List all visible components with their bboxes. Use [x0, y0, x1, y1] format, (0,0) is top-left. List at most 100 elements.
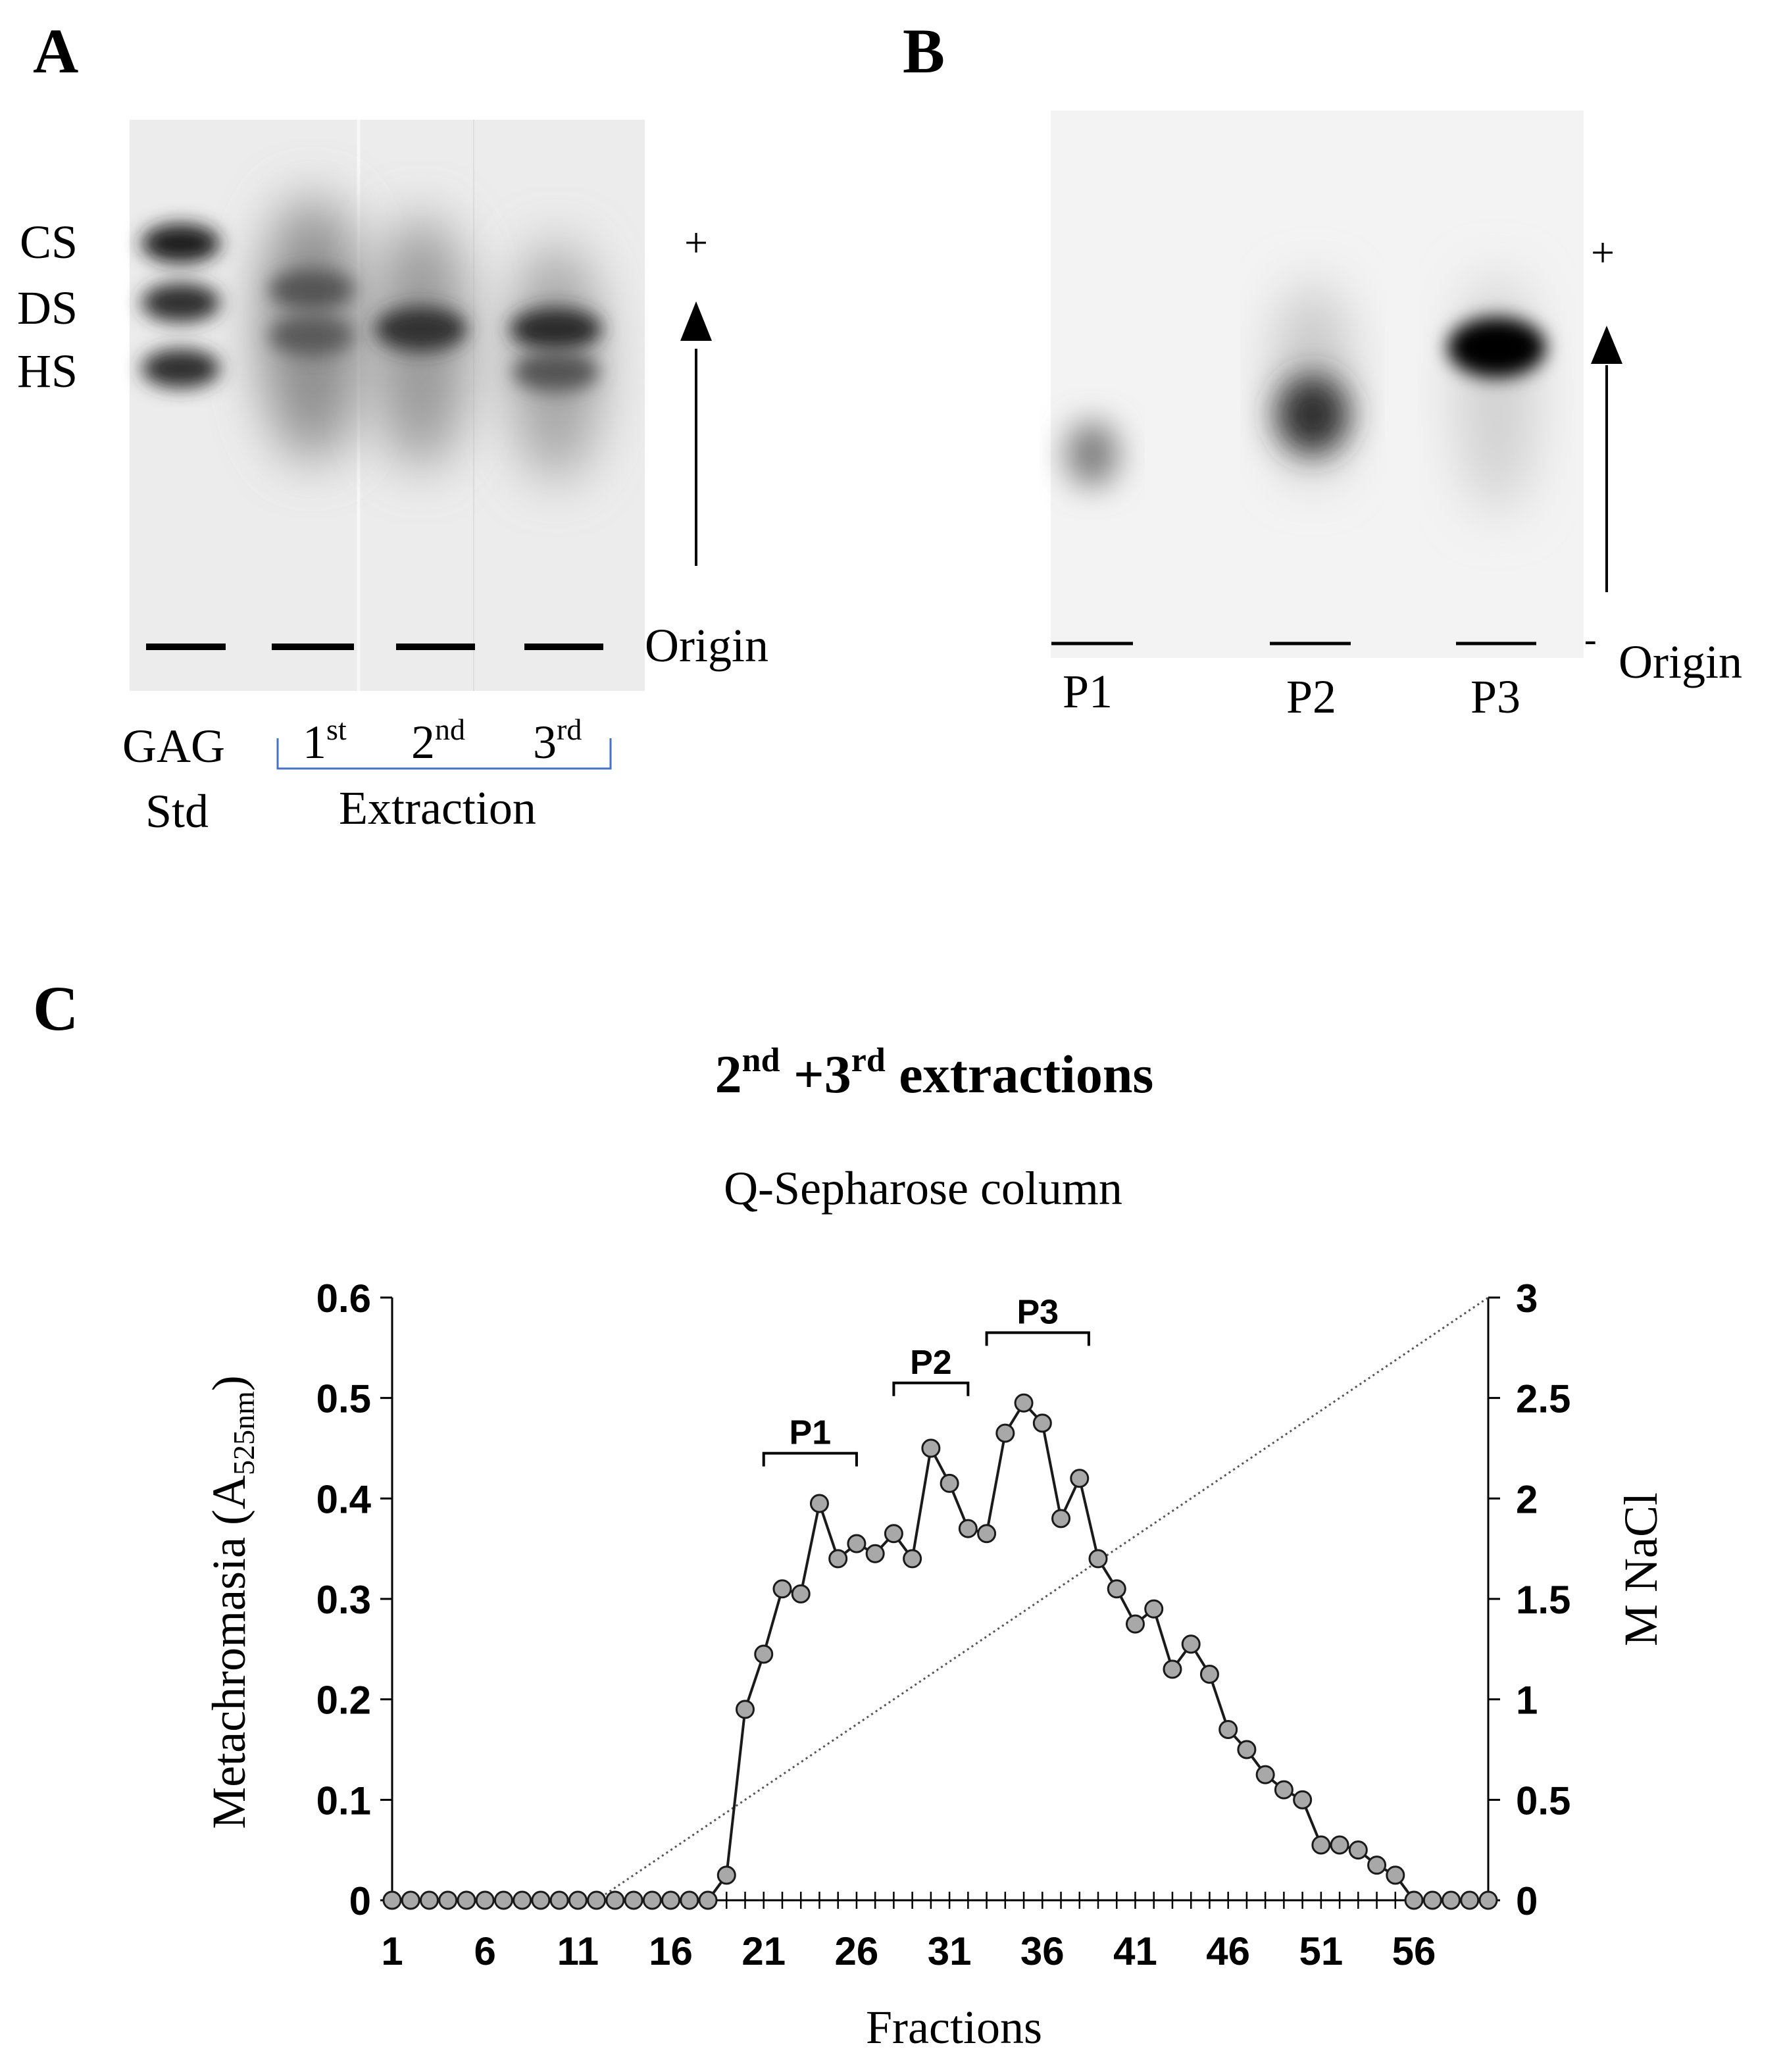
x-axis-label: Fractions	[866, 2001, 1042, 2054]
lane-label-p2: P2	[1286, 670, 1336, 723]
data-point	[1274, 1780, 1293, 1800]
y-tick-label: 0.6	[316, 1276, 371, 1321]
data-point	[921, 1438, 941, 1458]
x-tick-label: 11	[557, 1929, 599, 1973]
y2-tick-label: 2	[1516, 1477, 1538, 1521]
data-point	[680, 1890, 699, 1910]
panel-b-letter: B	[903, 16, 945, 86]
nacl-gradient-line	[595, 1296, 1489, 1902]
peak-label: P3	[1017, 1293, 1059, 1331]
band-p1	[1066, 421, 1118, 487]
data-point	[1125, 1614, 1145, 1634]
data-point	[568, 1890, 588, 1910]
data-point	[587, 1890, 607, 1910]
data-point	[716, 1865, 736, 1885]
smear-p3	[1457, 276, 1536, 513]
band-std-ds	[141, 283, 220, 322]
data-point	[791, 1584, 811, 1604]
gel-a	[130, 120, 645, 691]
data-point	[513, 1890, 532, 1910]
band-std-hs	[141, 349, 220, 388]
metachromasia-line	[392, 1401, 1488, 1902]
data-point	[698, 1890, 718, 1910]
x-tick-label: 16	[649, 1929, 693, 1973]
data-point	[624, 1890, 643, 1910]
y-tick-label: 0	[349, 1879, 371, 1923]
x-tick-label: 46	[1206, 1929, 1250, 1973]
data-point	[1107, 1579, 1126, 1599]
data-point	[940, 1473, 959, 1493]
data-point	[549, 1890, 569, 1910]
band-p2	[1276, 375, 1349, 454]
lane-label-ext2: 2nd	[411, 713, 465, 769]
data-point	[1144, 1599, 1164, 1619]
y-tick-label: 0.1	[316, 1779, 371, 1823]
data-point	[828, 1549, 848, 1569]
chart-subtitle: Q-Sepharose column	[724, 1162, 1122, 1215]
plot-area: 00.10.20.30.40.50.600.511.522.531 6 11 16 21…	[316, 1276, 1571, 1973]
data-point	[884, 1524, 903, 1544]
data-point	[531, 1890, 551, 1910]
band-label-ds: DS	[17, 282, 78, 334]
data-point	[977, 1524, 997, 1544]
origin-label-a: Origin	[645, 619, 768, 672]
band-ext1-lower	[270, 316, 355, 355]
data-point	[754, 1644, 774, 1664]
data-point	[438, 1890, 458, 1910]
data-point	[605, 1890, 625, 1910]
lane-label-gag: GAG	[122, 720, 225, 772]
chart-title: 2nd +3rd extractions	[715, 1042, 1154, 1104]
x-tick-label: 31	[928, 1929, 972, 1973]
y-tick-label: 0.3	[316, 1578, 371, 1622]
band-std-cs	[141, 224, 220, 263]
data-point	[1032, 1413, 1052, 1433]
y-tick-label: 0.4	[316, 1477, 372, 1521]
x-tick-label: 26	[835, 1929, 879, 1973]
y2-tick-label: 1.5	[1516, 1578, 1570, 1622]
peak-bracket	[985, 1331, 1090, 1346]
data-point	[1293, 1790, 1313, 1809]
data-point	[1181, 1634, 1201, 1654]
peak-label: P1	[790, 1414, 832, 1452]
plus-sign-b: +	[1591, 229, 1615, 276]
plus-sign-a: +	[684, 219, 708, 266]
data-point	[1422, 1890, 1442, 1910]
data-point	[772, 1579, 792, 1599]
lane-label-ext1: 1st	[303, 713, 347, 769]
band-ext2	[375, 307, 467, 351]
band-p3	[1447, 317, 1546, 378]
data-point	[1163, 1659, 1182, 1679]
data-point	[1330, 1835, 1349, 1855]
data-point	[1478, 1890, 1498, 1910]
y-tick-label: 0.2	[316, 1679, 371, 1723]
lane-label-p3: P3	[1470, 670, 1520, 723]
data-point	[1088, 1549, 1108, 1569]
band-ext3-lower	[513, 352, 599, 392]
minus-sign-b: -	[1584, 619, 1597, 660]
x-tick-label: 36	[1020, 1929, 1065, 1973]
band-ext1-upper	[270, 270, 355, 309]
data-point	[642, 1890, 662, 1910]
lane-label-p1: P1	[1063, 665, 1113, 718]
data-point	[401, 1890, 420, 1910]
x-tick-label: 6	[474, 1929, 495, 1973]
peak-bracket	[892, 1381, 970, 1396]
data-point	[493, 1890, 513, 1910]
data-point	[382, 1890, 402, 1910]
y-axis-label: Metachromasia (A525nm)	[203, 1375, 261, 1829]
data-point	[958, 1519, 978, 1538]
data-point	[1386, 1865, 1405, 1885]
data-point	[457, 1890, 476, 1910]
lane-label-ext3: 3rd	[533, 713, 582, 769]
gel-b	[1051, 111, 1584, 658]
data-point	[1367, 1856, 1387, 1875]
y-tick-label: 0.5	[316, 1377, 371, 1421]
x-tick-label: 56	[1392, 1929, 1436, 1973]
data-point	[475, 1890, 495, 1910]
band-label-hs: HS	[17, 345, 78, 397]
data-point	[809, 1494, 829, 1513]
data-point	[661, 1890, 681, 1910]
peak-label: P2	[910, 1344, 952, 1382]
data-point	[1442, 1890, 1461, 1910]
data-point	[1218, 1719, 1238, 1739]
